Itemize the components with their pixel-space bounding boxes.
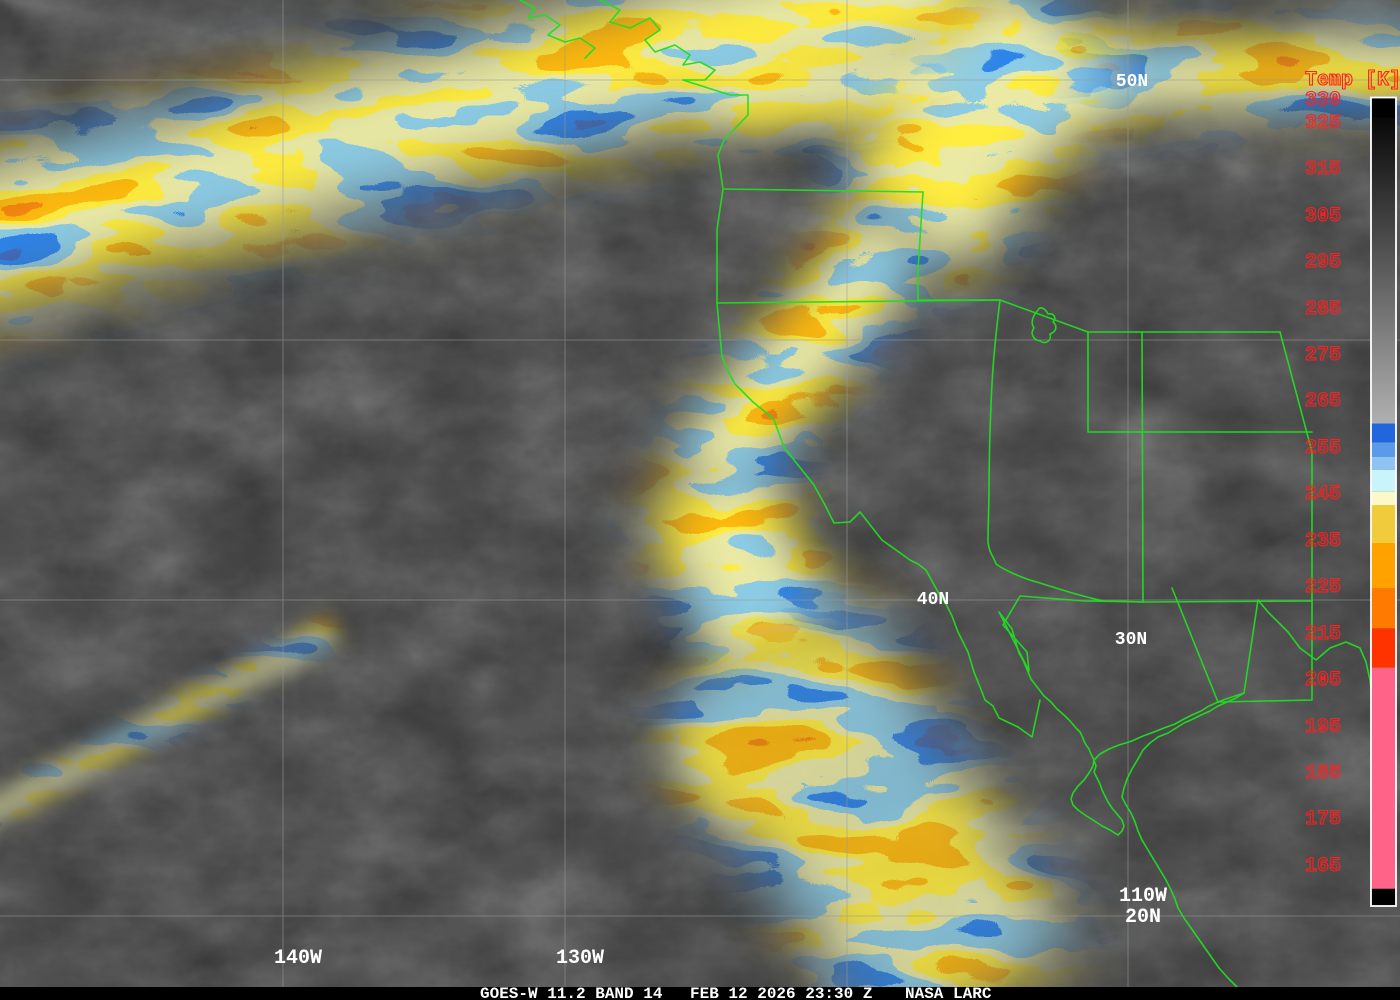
svg-text:205: 205	[1305, 669, 1341, 692]
svg-text:110W: 110W	[1119, 885, 1167, 908]
svg-text:185: 185	[1305, 762, 1341, 785]
svg-text:245: 245	[1305, 483, 1341, 506]
svg-text:215: 215	[1305, 623, 1341, 646]
svg-text:165: 165	[1305, 855, 1341, 878]
svg-text:325: 325	[1305, 112, 1341, 135]
svg-text:330: 330	[1305, 89, 1341, 112]
svg-text:225: 225	[1305, 576, 1341, 599]
svg-text:295: 295	[1305, 251, 1341, 274]
svg-text:NASA LARC: NASA LARC	[905, 985, 992, 1000]
svg-text:305: 305	[1305, 205, 1341, 228]
svg-text:Temp [K]: Temp [K]	[1305, 69, 1400, 92]
svg-text:285: 285	[1305, 298, 1341, 321]
svg-text:315: 315	[1305, 158, 1341, 181]
svg-text:30N: 30N	[1115, 630, 1147, 650]
svg-text:140W: 140W	[274, 947, 322, 970]
svg-text:50N: 50N	[1116, 72, 1148, 92]
svg-text:275: 275	[1305, 344, 1341, 367]
svg-text:195: 195	[1305, 716, 1341, 739]
svg-text:130W: 130W	[556, 947, 604, 970]
svg-text:20N: 20N	[1125, 906, 1161, 929]
svg-text:GOES-W 11.2 BAND 14: GOES-W 11.2 BAND 14	[480, 985, 663, 1000]
svg-text:175: 175	[1305, 808, 1341, 831]
svg-text:FEB 12 2026 23:30 Z: FEB 12 2026 23:30 Z	[690, 985, 872, 1000]
svg-text:235: 235	[1305, 530, 1341, 553]
svg-text:40N: 40N	[917, 590, 949, 610]
svg-text:255: 255	[1305, 437, 1341, 460]
svg-text:265: 265	[1305, 390, 1341, 413]
